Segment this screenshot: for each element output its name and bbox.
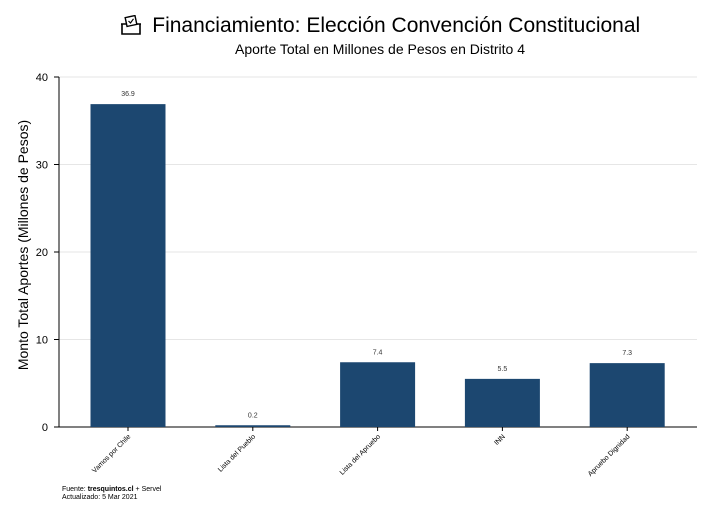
chart-subtitle: Aporte Total en Millones de Pesos en Dis… <box>234 41 525 57</box>
source-suffix: + Servel <box>133 486 162 493</box>
bar <box>215 425 291 427</box>
y-tick-label: 40 <box>36 72 48 84</box>
bar <box>340 362 416 427</box>
x-tick-label: Vamos por Chile <box>91 433 132 474</box>
x-tick-label: Apruebo Dignidad <box>587 433 632 478</box>
chart-title-row: Financiamiento: Elección Convención Cons… <box>0 14 709 40</box>
data-label: 7.4 <box>373 349 383 356</box>
source-prefix: Fuente: <box>62 486 88 493</box>
y-tick-label: 10 <box>36 335 48 347</box>
bar <box>464 378 540 427</box>
data-label: 36.9 <box>121 91 135 98</box>
source-site: tresquintos.cl <box>87 486 134 493</box>
chart-title: Financiamiento: Elección Convención Cons… <box>152 14 641 37</box>
data-label: 0.2 <box>248 412 258 419</box>
y-tick-label: 0 <box>42 422 48 434</box>
bar <box>90 104 166 427</box>
y-tick-label: 20 <box>36 247 48 259</box>
data-label: 7.3 <box>622 350 632 357</box>
source-line: Fuente: tresquintos.cl + Servel <box>62 486 161 494</box>
x-tick-label: Lista del Apruebo <box>339 433 382 476</box>
footer: Fuente: tresquintos.cl + Servel Actualiz… <box>62 486 161 502</box>
x-tick-label: Lista del Pueblo <box>217 433 257 473</box>
data-label: 5.5 <box>498 366 508 373</box>
ballot-box-icon <box>120 14 142 40</box>
y-tick-label: 30 <box>36 160 48 172</box>
updated-line: Actualizado: 5 Mar 2021 <box>62 494 138 501</box>
x-tick-label: INN <box>493 433 506 446</box>
bar <box>589 363 665 427</box>
